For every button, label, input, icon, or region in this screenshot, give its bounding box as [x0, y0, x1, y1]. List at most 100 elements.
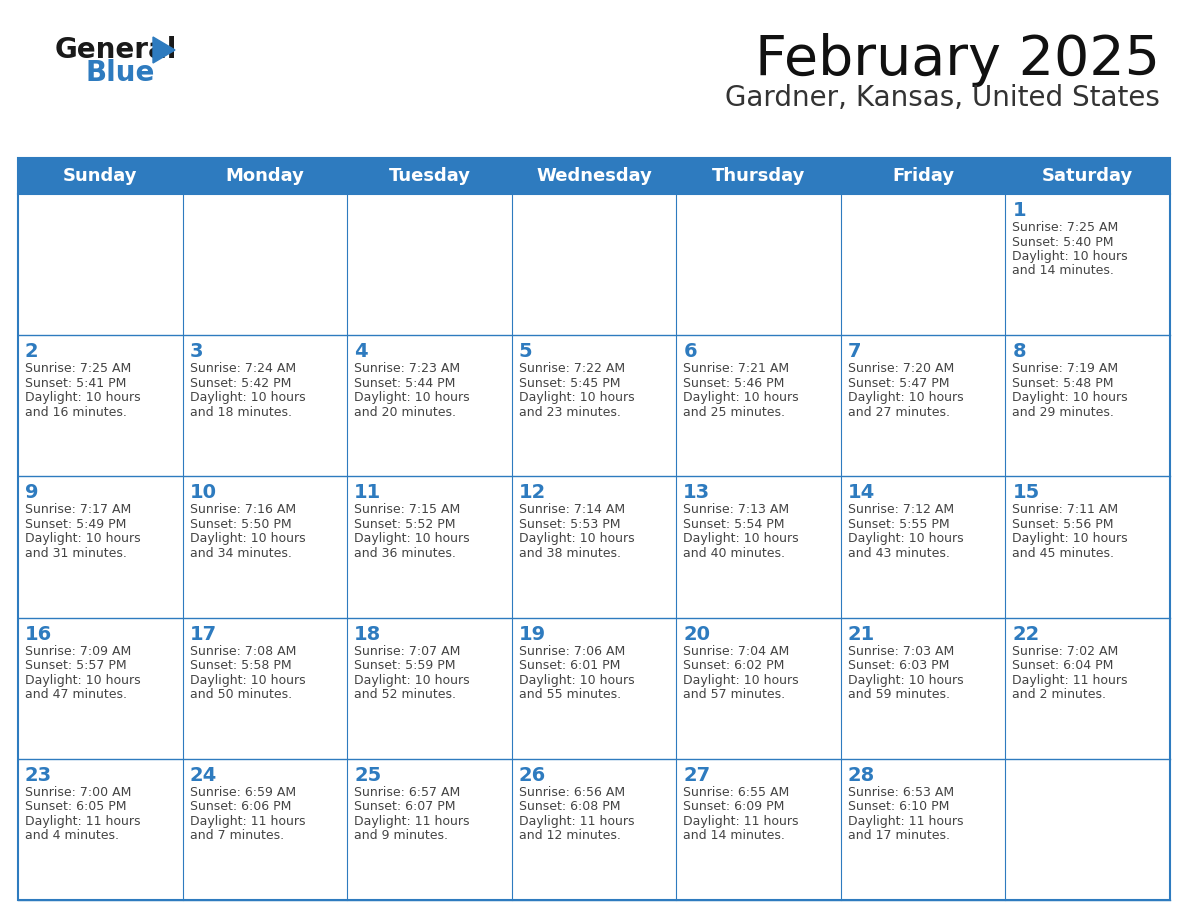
Bar: [1005, 194, 1170, 335]
Text: Gardner, Kansas, United States: Gardner, Kansas, United States: [725, 84, 1159, 112]
Text: Sunset: 5:41 PM: Sunset: 5:41 PM: [25, 376, 126, 390]
Text: and 45 minutes.: and 45 minutes.: [1012, 547, 1114, 560]
Bar: [347, 194, 512, 335]
Bar: [18, 759, 183, 900]
Text: Sunrise: 7:03 AM: Sunrise: 7:03 AM: [848, 644, 954, 657]
Bar: [183, 759, 347, 900]
Bar: [18, 158, 1170, 194]
Text: and 31 minutes.: and 31 minutes.: [25, 547, 127, 560]
Text: 3: 3: [190, 342, 203, 361]
Bar: [841, 759, 1005, 900]
Bar: [512, 194, 676, 335]
Text: 1: 1: [1012, 201, 1026, 220]
Bar: [183, 618, 347, 759]
Text: 14: 14: [848, 484, 876, 502]
Text: and 50 minutes.: and 50 minutes.: [190, 688, 292, 701]
Bar: [676, 335, 841, 476]
Text: 26: 26: [519, 766, 546, 785]
Text: 7: 7: [848, 342, 861, 361]
Text: Sunset: 5:48 PM: Sunset: 5:48 PM: [1012, 376, 1114, 390]
Text: Daylight: 11 hours: Daylight: 11 hours: [683, 815, 798, 828]
Text: Sunrise: 7:09 AM: Sunrise: 7:09 AM: [25, 644, 131, 657]
Text: Sunrise: 6:57 AM: Sunrise: 6:57 AM: [354, 786, 461, 799]
Text: Blue: Blue: [86, 59, 154, 87]
Text: 24: 24: [190, 766, 217, 785]
Text: and 9 minutes.: and 9 minutes.: [354, 829, 448, 843]
Text: Daylight: 10 hours: Daylight: 10 hours: [519, 674, 634, 687]
Text: Sunset: 6:06 PM: Sunset: 6:06 PM: [190, 800, 291, 813]
Text: Sunrise: 6:55 AM: Sunrise: 6:55 AM: [683, 786, 790, 799]
Text: Sunday: Sunday: [63, 167, 138, 185]
Text: and 23 minutes.: and 23 minutes.: [519, 406, 620, 419]
Text: Sunset: 5:58 PM: Sunset: 5:58 PM: [190, 659, 291, 672]
Text: and 52 minutes.: and 52 minutes.: [354, 688, 456, 701]
Text: and 4 minutes.: and 4 minutes.: [25, 829, 119, 843]
Text: Sunset: 6:04 PM: Sunset: 6:04 PM: [1012, 659, 1114, 672]
Polygon shape: [153, 37, 175, 63]
Text: Daylight: 10 hours: Daylight: 10 hours: [190, 391, 305, 404]
Text: 23: 23: [25, 766, 52, 785]
Text: Daylight: 10 hours: Daylight: 10 hours: [354, 532, 469, 545]
Text: Sunset: 5:56 PM: Sunset: 5:56 PM: [1012, 518, 1114, 531]
Text: Daylight: 10 hours: Daylight: 10 hours: [25, 391, 140, 404]
Text: Daylight: 11 hours: Daylight: 11 hours: [1012, 674, 1127, 687]
Text: Sunrise: 7:15 AM: Sunrise: 7:15 AM: [354, 503, 461, 517]
Text: and 59 minutes.: and 59 minutes.: [848, 688, 950, 701]
Text: Sunrise: 7:13 AM: Sunrise: 7:13 AM: [683, 503, 789, 517]
Bar: [1005, 335, 1170, 476]
Text: 9: 9: [25, 484, 38, 502]
Text: Sunrise: 7:04 AM: Sunrise: 7:04 AM: [683, 644, 790, 657]
Bar: [347, 335, 512, 476]
Text: Daylight: 10 hours: Daylight: 10 hours: [25, 674, 140, 687]
Text: and 55 minutes.: and 55 minutes.: [519, 688, 621, 701]
Text: Daylight: 10 hours: Daylight: 10 hours: [683, 532, 798, 545]
Bar: [841, 194, 1005, 335]
Text: Sunrise: 6:56 AM: Sunrise: 6:56 AM: [519, 786, 625, 799]
Text: 11: 11: [354, 484, 381, 502]
Text: 22: 22: [1012, 624, 1040, 644]
Text: and 25 minutes.: and 25 minutes.: [683, 406, 785, 419]
Text: and 29 minutes.: and 29 minutes.: [1012, 406, 1114, 419]
Bar: [676, 476, 841, 618]
Text: Sunset: 6:10 PM: Sunset: 6:10 PM: [848, 800, 949, 813]
Text: Sunset: 6:08 PM: Sunset: 6:08 PM: [519, 800, 620, 813]
Bar: [1005, 618, 1170, 759]
Text: Daylight: 10 hours: Daylight: 10 hours: [1012, 532, 1129, 545]
Text: 25: 25: [354, 766, 381, 785]
Text: Sunrise: 6:59 AM: Sunrise: 6:59 AM: [190, 786, 296, 799]
Text: and 57 minutes.: and 57 minutes.: [683, 688, 785, 701]
Text: Sunset: 5:59 PM: Sunset: 5:59 PM: [354, 659, 456, 672]
Text: and 17 minutes.: and 17 minutes.: [848, 829, 950, 843]
Text: and 18 minutes.: and 18 minutes.: [190, 406, 291, 419]
Text: Sunset: 5:57 PM: Sunset: 5:57 PM: [25, 659, 127, 672]
Text: 13: 13: [683, 484, 710, 502]
Text: Sunrise: 6:53 AM: Sunrise: 6:53 AM: [848, 786, 954, 799]
Text: Daylight: 10 hours: Daylight: 10 hours: [683, 391, 798, 404]
Text: and 2 minutes.: and 2 minutes.: [1012, 688, 1106, 701]
Text: Daylight: 11 hours: Daylight: 11 hours: [25, 815, 140, 828]
Text: Sunset: 6:01 PM: Sunset: 6:01 PM: [519, 659, 620, 672]
Text: Sunset: 5:50 PM: Sunset: 5:50 PM: [190, 518, 291, 531]
Text: 5: 5: [519, 342, 532, 361]
Text: Sunrise: 7:16 AM: Sunrise: 7:16 AM: [190, 503, 296, 517]
Text: General: General: [55, 36, 177, 64]
Text: and 27 minutes.: and 27 minutes.: [848, 406, 950, 419]
Bar: [347, 476, 512, 618]
Bar: [18, 476, 183, 618]
Text: Sunset: 6:05 PM: Sunset: 6:05 PM: [25, 800, 126, 813]
Text: Sunset: 6:02 PM: Sunset: 6:02 PM: [683, 659, 784, 672]
Text: and 47 minutes.: and 47 minutes.: [25, 688, 127, 701]
Text: Sunrise: 7:02 AM: Sunrise: 7:02 AM: [1012, 644, 1119, 657]
Text: 17: 17: [190, 624, 216, 644]
Text: and 43 minutes.: and 43 minutes.: [848, 547, 949, 560]
Bar: [512, 476, 676, 618]
Text: 19: 19: [519, 624, 545, 644]
Bar: [512, 759, 676, 900]
Text: Sunset: 5:52 PM: Sunset: 5:52 PM: [354, 518, 456, 531]
Text: 27: 27: [683, 766, 710, 785]
Text: Friday: Friday: [892, 167, 954, 185]
Text: Daylight: 10 hours: Daylight: 10 hours: [1012, 250, 1129, 263]
Text: Daylight: 10 hours: Daylight: 10 hours: [519, 391, 634, 404]
Text: and 20 minutes.: and 20 minutes.: [354, 406, 456, 419]
Bar: [18, 335, 183, 476]
